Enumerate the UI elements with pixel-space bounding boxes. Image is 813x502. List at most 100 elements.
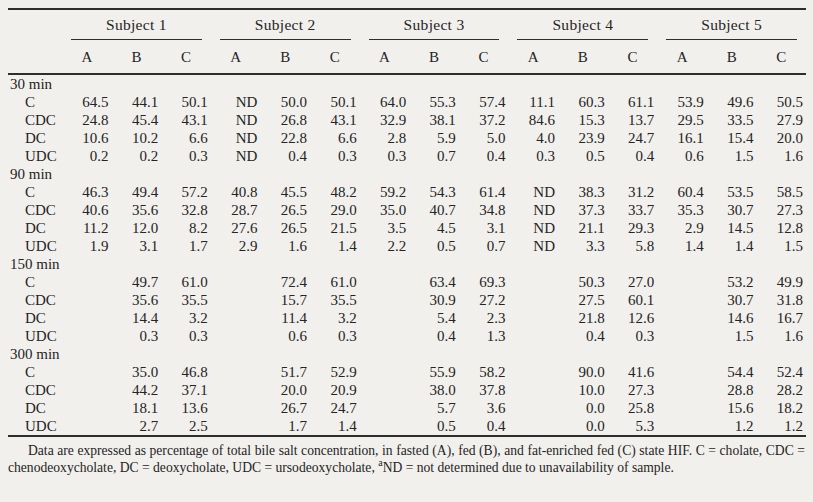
value-cell: 61.1	[608, 93, 658, 111]
time-section-label: 30 min	[8, 74, 806, 93]
value-cell: 12.6	[608, 309, 658, 327]
value-cell	[508, 309, 558, 327]
value-cell: 37.2	[459, 111, 509, 129]
value-cell	[211, 291, 261, 309]
value-cell: 30.7	[707, 201, 757, 219]
value-cell: 0.7	[409, 147, 459, 165]
time-section-label: 90 min	[8, 165, 806, 183]
value-cell: 1.6	[260, 237, 310, 255]
value-cell: 60.1	[608, 291, 658, 309]
subject-header-row: Subject 1Subject 2Subject 3Subject 4Subj…	[8, 9, 806, 40]
value-cell: 0.4	[459, 417, 509, 436]
subject-group-header: Subject 3	[360, 9, 509, 40]
value-cell: 53.9	[657, 93, 707, 111]
value-cell: ND	[211, 129, 261, 147]
table-row: C49.761.072.461.063.469.350.327.053.249.…	[8, 273, 806, 291]
value-cell: 0.3	[360, 147, 410, 165]
value-cell: 25.8	[608, 399, 658, 417]
value-cell	[62, 327, 112, 345]
value-cell	[62, 273, 112, 291]
value-cell: 41.6	[608, 363, 658, 381]
value-cell: 1.7	[260, 417, 310, 436]
value-cell: 27.3	[756, 201, 806, 219]
value-cell: 23.9	[558, 129, 608, 147]
value-cell: 29.0	[310, 201, 360, 219]
value-cell: 21.5	[310, 219, 360, 237]
value-cell	[657, 327, 707, 345]
table-row: UDC1.93.11.72.91.61.42.20.50.7ND3.35.81.…	[8, 237, 806, 255]
value-cell	[62, 399, 112, 417]
value-cell: 0.6	[260, 327, 310, 345]
table-row: UDC0.30.30.60.30.41.30.40.31.51.6	[8, 327, 806, 345]
value-cell: 2.9	[211, 237, 261, 255]
value-cell: 43.1	[161, 111, 211, 129]
state-column-header: A	[211, 40, 261, 74]
value-cell: 3.1	[112, 237, 162, 255]
value-cell	[211, 417, 261, 436]
value-cell: 18.2	[756, 399, 806, 417]
value-cell: 53.5	[707, 183, 757, 201]
value-cell	[657, 309, 707, 327]
value-cell	[657, 273, 707, 291]
value-cell	[508, 417, 558, 436]
subject-group-label: Subject 4	[517, 16, 648, 40]
value-cell: 5.0	[459, 129, 509, 147]
table-row: C35.046.851.752.955.958.290.041.654.452.…	[8, 363, 806, 381]
value-cell: 50.5	[756, 93, 806, 111]
value-cell: 0.4	[558, 327, 608, 345]
value-cell: 32.9	[360, 111, 410, 129]
value-cell: 0.3	[310, 327, 360, 345]
value-cell: 31.8	[756, 291, 806, 309]
header-corner-cell	[8, 40, 62, 74]
value-cell: 16.7	[756, 309, 806, 327]
value-cell: 84.6	[508, 111, 558, 129]
table-row: DC11.212.08.227.626.521.53.54.53.1ND21.1…	[8, 219, 806, 237]
value-cell: 0.4	[260, 147, 310, 165]
value-cell: 12.0	[112, 219, 162, 237]
bile-salt-row-label: UDC	[8, 417, 62, 436]
value-cell	[360, 363, 410, 381]
value-cell: 5.3	[608, 417, 658, 436]
value-cell	[360, 381, 410, 399]
value-cell: 20.0	[260, 381, 310, 399]
value-cell	[657, 291, 707, 309]
value-cell: 49.9	[756, 273, 806, 291]
value-cell: 20.9	[310, 381, 360, 399]
value-cell: 35.6	[112, 201, 162, 219]
value-cell	[211, 363, 261, 381]
time-section-label: 150 min	[8, 255, 806, 273]
value-cell: 30.7	[707, 291, 757, 309]
value-cell: 3.6	[459, 399, 509, 417]
value-cell: 5.4	[409, 309, 459, 327]
value-cell: 8.2	[161, 219, 211, 237]
state-column-header: A	[657, 40, 707, 74]
value-cell	[62, 381, 112, 399]
value-cell: 1.9	[62, 237, 112, 255]
value-cell: 37.8	[459, 381, 509, 399]
bile-salt-row-label: CDC	[8, 111, 62, 129]
state-column-header: B	[409, 40, 459, 74]
value-cell	[508, 399, 558, 417]
subject-group-label: Subject 5	[666, 16, 797, 40]
value-cell: 5.8	[608, 237, 658, 255]
value-cell: 2.2	[360, 237, 410, 255]
value-cell: 35.5	[161, 291, 211, 309]
value-cell: 27.3	[608, 381, 658, 399]
scanned-table-page: Subject 1Subject 2Subject 3Subject 4Subj…	[0, 0, 813, 502]
value-cell: 50.1	[310, 93, 360, 111]
bile-salt-row-label: UDC	[8, 237, 62, 255]
value-cell: 6.6	[161, 129, 211, 147]
value-cell: 3.2	[161, 309, 211, 327]
value-cell: 20.0	[756, 129, 806, 147]
value-cell: 50.0	[260, 93, 310, 111]
value-cell: 50.1	[161, 93, 211, 111]
value-cell: 32.8	[161, 201, 211, 219]
value-cell: 26.5	[260, 201, 310, 219]
value-cell: 0.5	[409, 417, 459, 436]
value-cell	[508, 327, 558, 345]
value-cell: 52.4	[756, 363, 806, 381]
value-cell: 35.0	[112, 363, 162, 381]
value-cell	[62, 291, 112, 309]
state-column-header: B	[260, 40, 310, 74]
value-cell: 0.3	[608, 327, 658, 345]
